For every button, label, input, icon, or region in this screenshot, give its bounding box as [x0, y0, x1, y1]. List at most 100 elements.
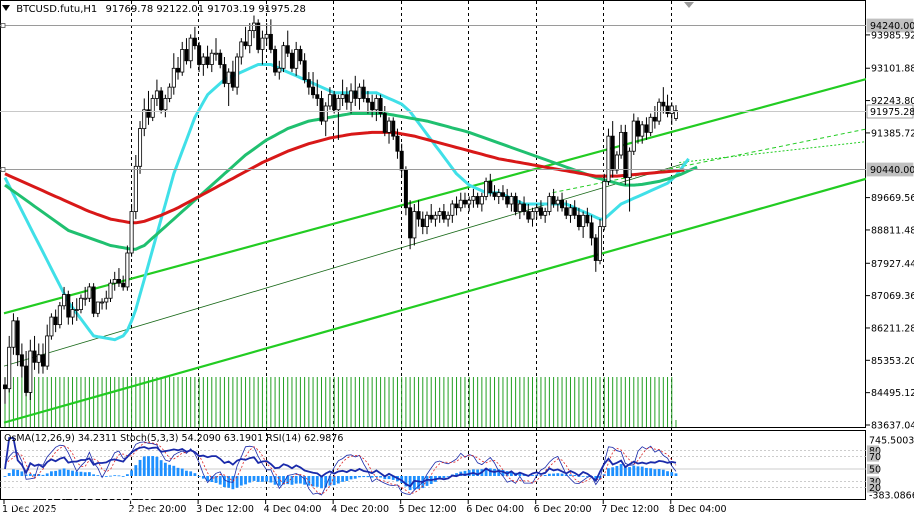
- osma-bar: [670, 472, 674, 476]
- candle: [399, 143, 404, 178]
- price-badge: 91975.28: [866, 104, 914, 119]
- chart-header: BTCUSD.futu,H1 91769.78 92122.01 91703.1…: [2, 4, 306, 16]
- osma-bar: [404, 476, 408, 487]
- candle-body: [256, 22, 261, 50]
- time-tick-label: 5 Dec 12:00: [399, 504, 457, 515]
- indicator-header: OsMA(12,26,9) 34.2311 Stoch(5,3,3) 54.20…: [4, 433, 344, 444]
- candle-body: [420, 218, 425, 228]
- candle: [530, 207, 535, 227]
- candle-body: [374, 98, 379, 111]
- osma-bar: [543, 474, 547, 476]
- candle: [15, 317, 20, 367]
- osma-bar: [3, 476, 7, 477]
- candle-body: [581, 214, 586, 228]
- candle: [509, 192, 514, 212]
- indicator-tick-label: -383.0866: [869, 491, 914, 502]
- osma-bar: [252, 476, 256, 481]
- candle: [437, 207, 442, 223]
- candle: [496, 188, 501, 204]
- candle: [91, 283, 96, 318]
- candle: [150, 94, 155, 122]
- candle-body: [116, 278, 121, 284]
- candle: [589, 215, 594, 246]
- time-tick-label: 6 Dec 04:00: [466, 504, 524, 515]
- candle: [462, 192, 467, 208]
- osma-bar: [239, 476, 243, 486]
- level-handle[interactable]: [0, 167, 6, 172]
- candle-body: [298, 49, 303, 62]
- candle: [125, 245, 130, 291]
- candle: [543, 207, 548, 223]
- candle: [226, 68, 231, 106]
- ohlc-close: 91975.28: [258, 4, 306, 15]
- candle-body: [83, 297, 88, 300]
- candle: [349, 83, 354, 114]
- osma-bar: [206, 476, 209, 481]
- candle: [11, 313, 16, 355]
- osma-bar: [83, 472, 87, 476]
- candle-body: [454, 203, 459, 209]
- candle-body: [205, 56, 210, 65]
- channel-dotted-extension[interactable]: [679, 125, 914, 164]
- osma-bar: [37, 473, 41, 476]
- osma-bar: [299, 476, 302, 484]
- osma-bar: [383, 476, 387, 480]
- osma-bar: [463, 470, 467, 476]
- candle: [138, 121, 143, 174]
- channel-line[interactable]: [3, 38, 914, 315]
- moving-average-line[interactable]: [4, 130, 685, 225]
- candle: [420, 211, 425, 235]
- candle: [112, 271, 117, 291]
- osma-bar: [374, 476, 378, 477]
- candle-body: [302, 60, 307, 81]
- candle-body: [484, 180, 489, 197]
- candle-body: [138, 128, 143, 167]
- price-badge-box: [866, 18, 914, 33]
- osma-bar: [556, 473, 560, 476]
- candle: [593, 234, 598, 272]
- osma-bar: [176, 467, 180, 476]
- price-badge: 90440.00: [866, 162, 914, 177]
- candle: [66, 290, 71, 325]
- price-tick-label: 87069.36: [871, 291, 914, 302]
- candle: [311, 72, 316, 99]
- candle: [669, 102, 674, 125]
- osma-bar: [256, 476, 260, 482]
- price-badge: 94240.00: [866, 18, 914, 33]
- candle-body: [492, 192, 497, 197]
- osma-bar: [518, 473, 522, 476]
- candle: [606, 128, 611, 186]
- candle-body: [336, 98, 341, 111]
- logo-brand-text: instaforex: [44, 483, 154, 508]
- candle: [526, 203, 531, 223]
- price-tick-label: 93101.88: [871, 64, 914, 75]
- candle-body: [606, 135, 611, 182]
- candle-body: [585, 214, 590, 224]
- stoch-signal-line: [4, 442, 677, 495]
- osma-bar: [623, 466, 627, 476]
- candle-body: [62, 294, 67, 307]
- channel-line[interactable]: [3, 136, 914, 424]
- candle: [201, 53, 206, 76]
- candle: [416, 200, 421, 227]
- osma-bar: [113, 475, 117, 477]
- candle-body: [627, 150, 632, 179]
- price-tick-label: 83637.04: [871, 420, 914, 431]
- candle-body: [429, 214, 434, 220]
- osma-bar: [134, 465, 138, 476]
- candle: [289, 49, 294, 73]
- candle: [197, 41, 202, 73]
- candle-body: [661, 101, 666, 107]
- channel-mid-line[interactable]: [3, 162, 688, 367]
- candle-body: [163, 98, 168, 111]
- candle-body: [239, 41, 244, 58]
- dropdown-triangle-icon[interactable]: [2, 5, 10, 11]
- candle-body: [100, 301, 105, 304]
- candle-body: [247, 30, 252, 47]
- level-handle[interactable]: [0, 23, 6, 28]
- osma-bar: [358, 476, 361, 478]
- candle-body: [226, 71, 231, 84]
- candle-body: [289, 52, 294, 69]
- chart-shift-marker-icon[interactable]: [684, 2, 694, 8]
